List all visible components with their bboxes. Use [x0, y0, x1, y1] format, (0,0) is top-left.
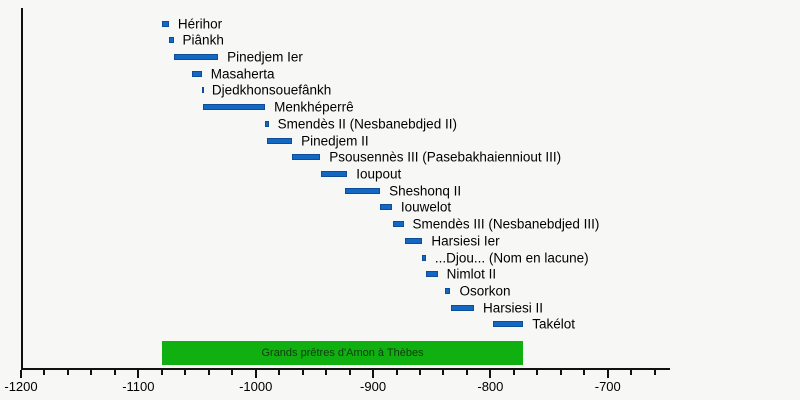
- timeline-bar: [202, 104, 266, 111]
- timeline-bar: [267, 137, 293, 144]
- timeline-bar-label: Osorkon: [459, 283, 511, 299]
- timeline-bar-label: Harsiesi Ier: [431, 233, 500, 249]
- x-axis-minor-tick: [325, 370, 328, 375]
- timeline-bar-label: Smendès II (Nesbanebdjed II): [277, 116, 457, 132]
- period-band-label: Grands prêtres d'Amon à Thèbes: [261, 347, 424, 359]
- x-axis-minor-tick: [278, 370, 281, 375]
- timeline-bar: [422, 254, 426, 261]
- y-axis-line: [21, 8, 23, 370]
- x-axis-major-tick: [606, 370, 609, 378]
- timeline-bar-label: Pinedjem Ier: [227, 49, 303, 65]
- x-axis-minor-tick: [653, 370, 656, 375]
- x-axis-minor-tick: [512, 370, 515, 375]
- x-axis-minor-tick: [113, 370, 116, 375]
- timeline-bar: [344, 187, 381, 194]
- timeline-bar: [380, 204, 392, 211]
- timeline-bar: [444, 288, 451, 295]
- x-axis-major-tick: [20, 370, 22, 378]
- x-axis-minor-tick: [630, 370, 633, 375]
- x-axis-minor-tick: [66, 370, 69, 375]
- timeline-bar: [168, 37, 174, 44]
- timeline-bar-label: Piânkh: [182, 32, 224, 48]
- x-axis-minor-tick: [348, 370, 351, 375]
- x-axis-minor-tick: [465, 370, 468, 375]
- x-axis-minor-tick: [583, 370, 586, 375]
- x-axis-tick-label: -1200: [4, 379, 38, 394]
- timeline-bar-label: Iouwelot: [400, 199, 452, 215]
- timeline-bar: [425, 271, 438, 278]
- timeline-bar: [192, 70, 202, 77]
- x-axis-tick-label: -700: [594, 379, 621, 394]
- timeline-bar-label: Nimlot II: [446, 266, 497, 282]
- x-axis-minor-tick: [160, 370, 163, 375]
- timeline-bar-label: Djedkhonsouefânkh: [211, 82, 332, 98]
- x-axis-minor-tick: [184, 370, 187, 375]
- timeline-bar: [292, 154, 321, 161]
- x-axis-tick-label: -900: [360, 379, 387, 394]
- timeline-bar-label: Harsiesi II: [482, 300, 543, 316]
- timeline-bar-label: Takélot: [532, 316, 576, 332]
- x-axis-major-tick: [137, 370, 140, 378]
- timeline-bar-label: Masaherta: [210, 66, 275, 82]
- x-axis-minor-tick: [442, 370, 445, 375]
- x-axis-major-tick: [372, 370, 375, 378]
- x-axis-minor-tick: [43, 370, 46, 375]
- x-axis-major-tick: [489, 370, 492, 378]
- x-axis-minor-tick: [207, 370, 210, 375]
- timeline-bar: [161, 20, 169, 27]
- x-axis-minor-tick: [301, 370, 304, 375]
- timeline-bar: [404, 237, 423, 244]
- period-band: Grands prêtres d'Amon à Thèbes: [161, 341, 524, 365]
- timeline-bar-label: Psousennès III (Pasebakhaienniout III): [329, 149, 562, 165]
- timeline-bar-label: ...Djou... (Nom en lacune): [434, 250, 589, 266]
- timeline-bar-label: Menkhéperrê: [274, 99, 354, 115]
- timeline-bar-label: Ioupout: [356, 166, 402, 182]
- x-axis-minor-tick: [90, 370, 93, 375]
- timeline-bar: [392, 221, 404, 228]
- timeline-bar-label: Pinedjem II: [301, 133, 369, 149]
- x-axis-minor-tick: [559, 370, 562, 375]
- x-axis-minor-tick: [395, 370, 398, 375]
- x-axis-minor-tick: [231, 370, 234, 375]
- x-axis-tick-label: -800: [477, 379, 504, 394]
- x-axis-minor-tick: [418, 370, 421, 375]
- timeline-bar-label: Sheshonq II: [389, 183, 462, 199]
- timeline-bar: [265, 120, 269, 127]
- x-axis-line: [21, 368, 670, 370]
- x-axis-tick-label: -1000: [239, 379, 273, 394]
- timeline-bar-label: Smendès III (Nesbanebdjed III): [412, 216, 600, 232]
- timeline-bar-label: Hérihor: [177, 16, 223, 31]
- timeline-bar: [321, 170, 348, 177]
- timeline-bar: [450, 304, 474, 311]
- timeline-bar: [201, 87, 204, 94]
- x-axis-major-tick: [254, 370, 257, 378]
- x-axis-tick-label: -1100: [122, 379, 155, 394]
- x-axis-minor-tick: [536, 370, 539, 375]
- timeline-bar: [492, 321, 524, 328]
- timeline-bar: [173, 53, 219, 60]
